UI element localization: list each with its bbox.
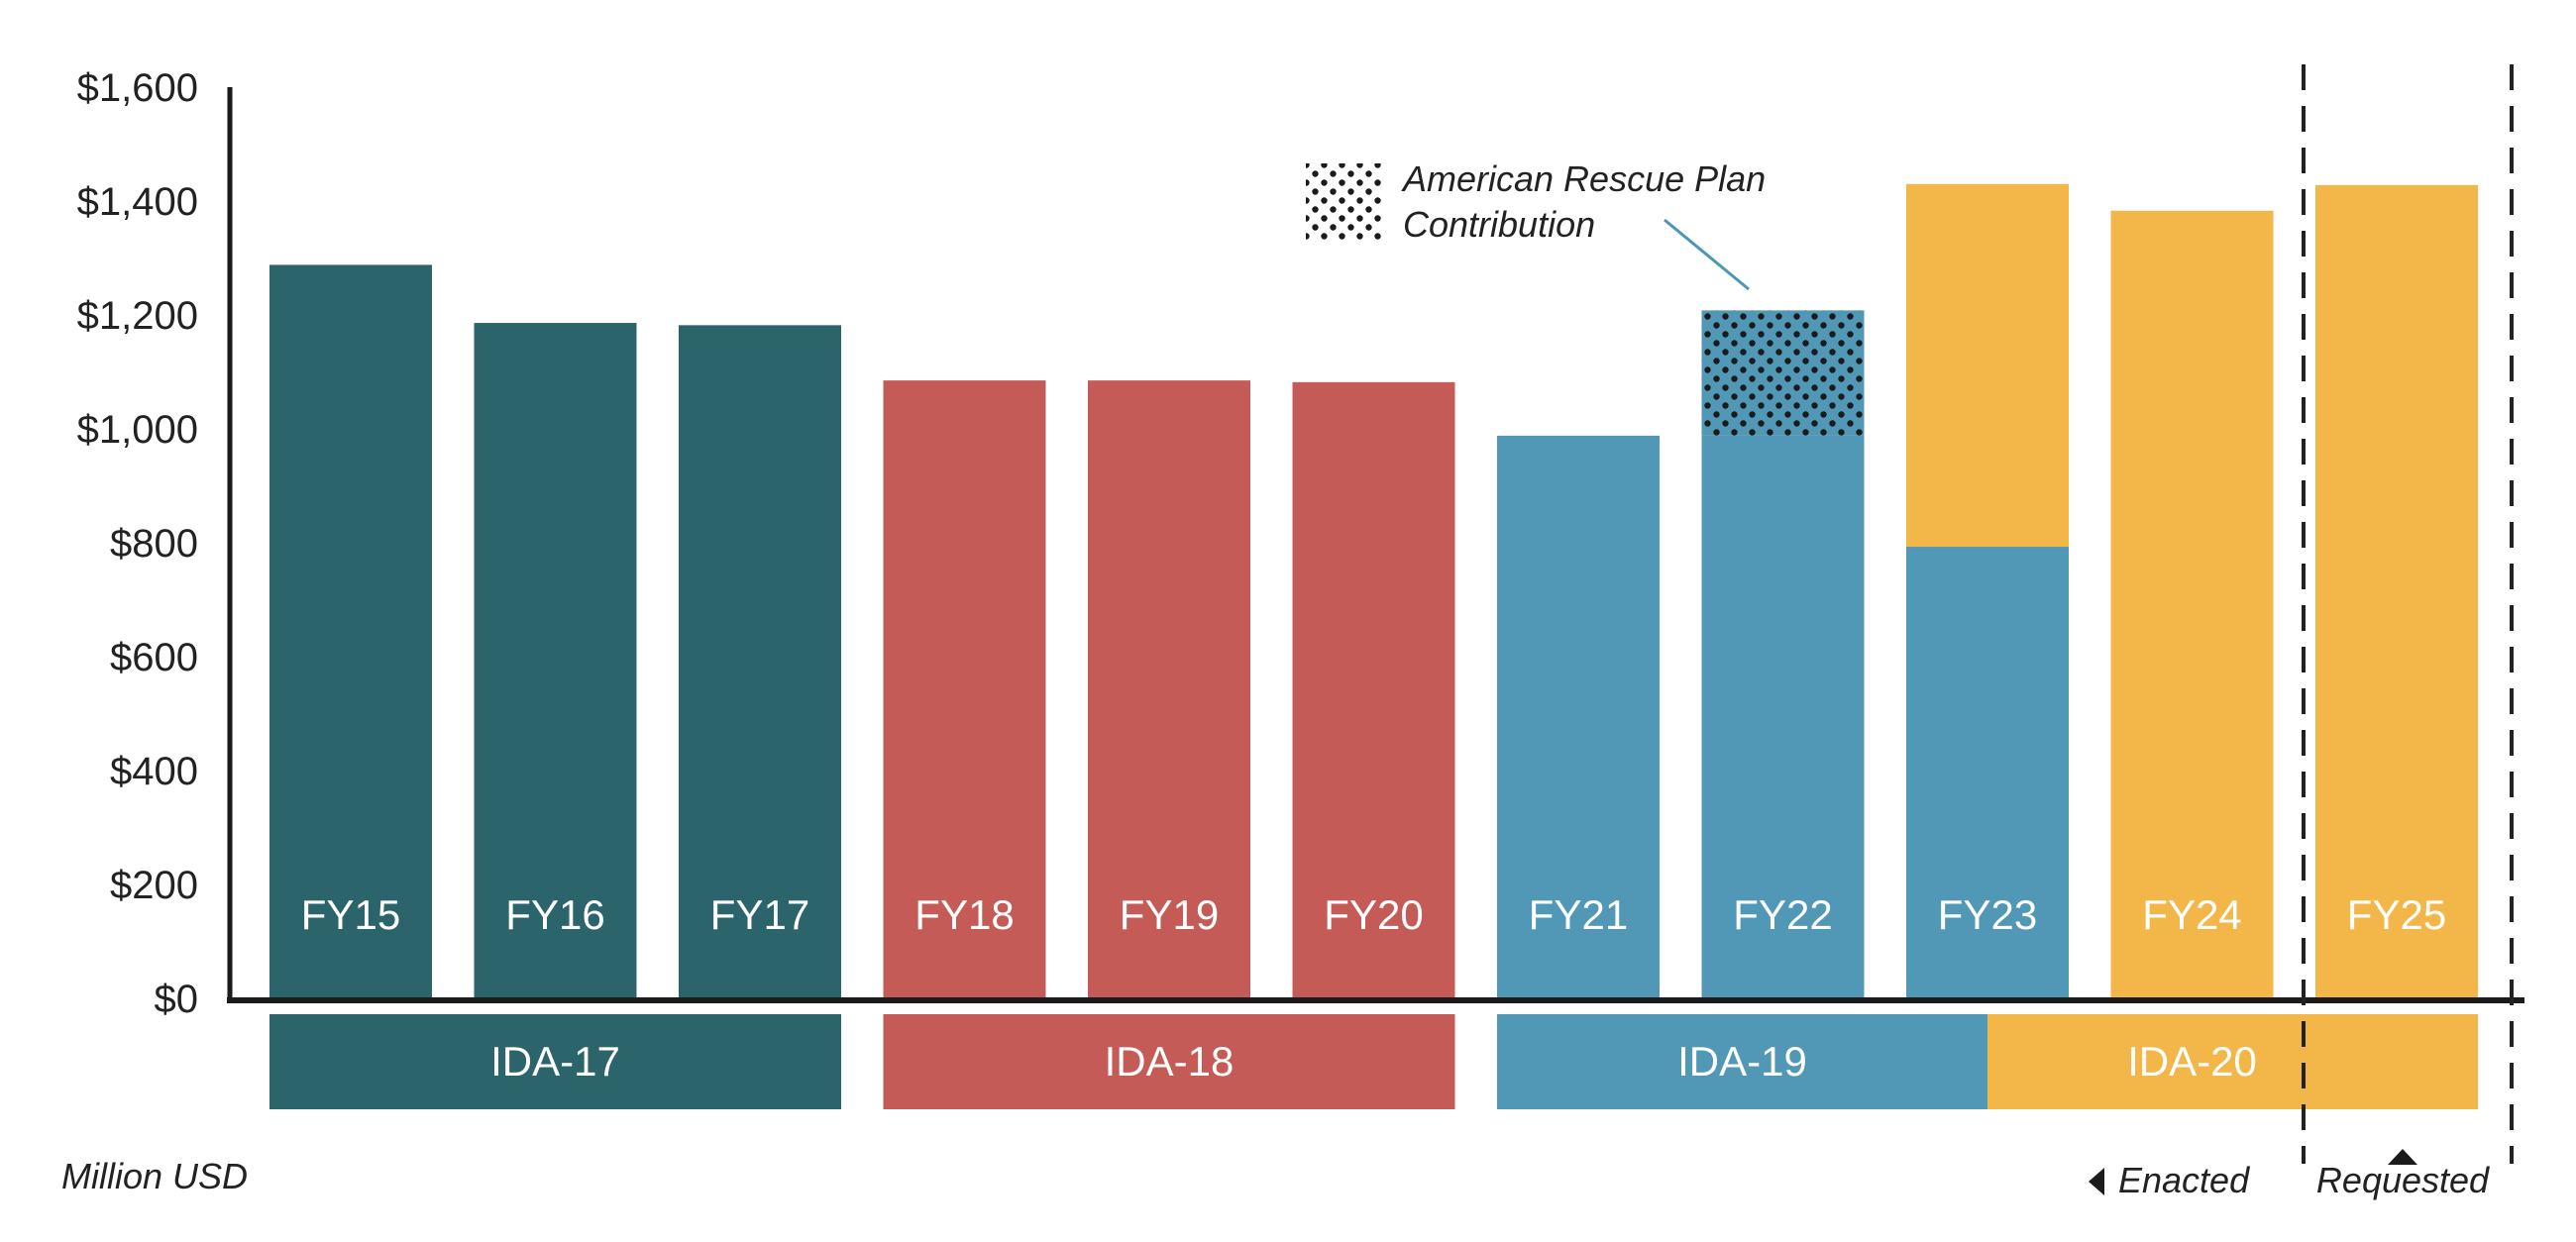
bar-fy21-ida-19 — [1497, 435, 1660, 998]
bar-label-fy22: FY22 — [1733, 891, 1832, 938]
bar-fy20-ida-18 — [1292, 381, 1455, 999]
bar-label-fy17: FY17 — [710, 891, 809, 938]
requested-label: Requested — [2316, 1160, 2490, 1200]
bar-fy23-ida-20 — [1906, 183, 2069, 548]
group-band-ida-20 — [1987, 1014, 2478, 1109]
bar-fy23-ida-19 — [1906, 547, 2069, 998]
y-tick-label: $800 — [110, 522, 198, 566]
bar-label-fy18: FY18 — [914, 891, 1014, 938]
y-tick-label: $200 — [110, 864, 198, 907]
bars — [269, 183, 2478, 999]
y-tick-label: $400 — [110, 750, 198, 793]
bar-label-fy24: FY24 — [2142, 891, 2241, 938]
y-tick-label: $600 — [110, 636, 198, 679]
bar-label-fy16: FY16 — [505, 891, 604, 938]
group-label-ida-18: IDA-18 — [1105, 1038, 1234, 1085]
arp-legend-line1: American Rescue Plan — [1401, 158, 1766, 199]
bar-category-labels: FY15 FY16 FY17 FY18 FY19 FY20 FY21 FY22 FY23 FY24… — [301, 891, 2446, 938]
group-label-ida-17: IDA-17 — [490, 1038, 620, 1085]
arp-legend-swatch — [1306, 163, 1383, 241]
y-tick-label: $0 — [155, 978, 199, 1021]
unit-label: Million USD — [61, 1156, 248, 1196]
y-tick-label: $1,400 — [77, 180, 198, 224]
bar-fy19-ida-18 — [1088, 380, 1250, 998]
bar-fy24-ida-20 — [2110, 210, 2274, 998]
enacted-arrow-icon — [2089, 1168, 2104, 1195]
bar-fy15-ida-17 — [269, 264, 432, 998]
bar-fy16-ida-17 — [474, 323, 637, 998]
group-band-ida-18 — [883, 1014, 1455, 1109]
bar-label-fy25: FY25 — [2347, 891, 2446, 938]
y-tick-label: $1,600 — [77, 66, 198, 110]
enacted-label: Enacted — [2118, 1160, 2250, 1200]
bar-label-fy21: FY21 — [1529, 891, 1628, 938]
group-label-ida-20: IDA-20 — [2127, 1038, 2257, 1085]
group-band-ida-17 — [269, 1014, 841, 1109]
bar-fy22-american-rescue-plan-contribution — [1701, 310, 1865, 436]
bar-fy22-ida-19 — [1701, 435, 1865, 998]
arp-legend-line2: Contribution — [1403, 204, 1595, 245]
bar-fy18-ida-18 — [883, 380, 1046, 998]
requested-arrow-icon — [2388, 1149, 2417, 1165]
bar-fy25-ida-20 — [2315, 184, 2478, 998]
arp-leader-line — [1664, 218, 1750, 291]
bar-label-fy23: FY23 — [1938, 891, 2037, 938]
bar-label-fy20: FY20 — [1324, 891, 1423, 938]
y-axis-tick-labels: $0 $200 $400 $600 $800 $1,000 $1,200 $1,400 $1,6… — [77, 66, 198, 1021]
bar-fy17-ida-17 — [679, 325, 841, 999]
y-tick-label: $1,200 — [77, 294, 198, 338]
group-label-ida-19: IDA-19 — [1677, 1038, 1807, 1085]
replenishment-groups: IDA-17 IDA-18 IDA-19 IDA-20 — [269, 1014, 2478, 1109]
y-tick-label: $1,000 — [77, 408, 198, 452]
bar-label-fy15: FY15 — [301, 891, 400, 938]
group-band-ida-19 — [1497, 1014, 1987, 1109]
bar-label-fy19: FY19 — [1120, 891, 1219, 938]
